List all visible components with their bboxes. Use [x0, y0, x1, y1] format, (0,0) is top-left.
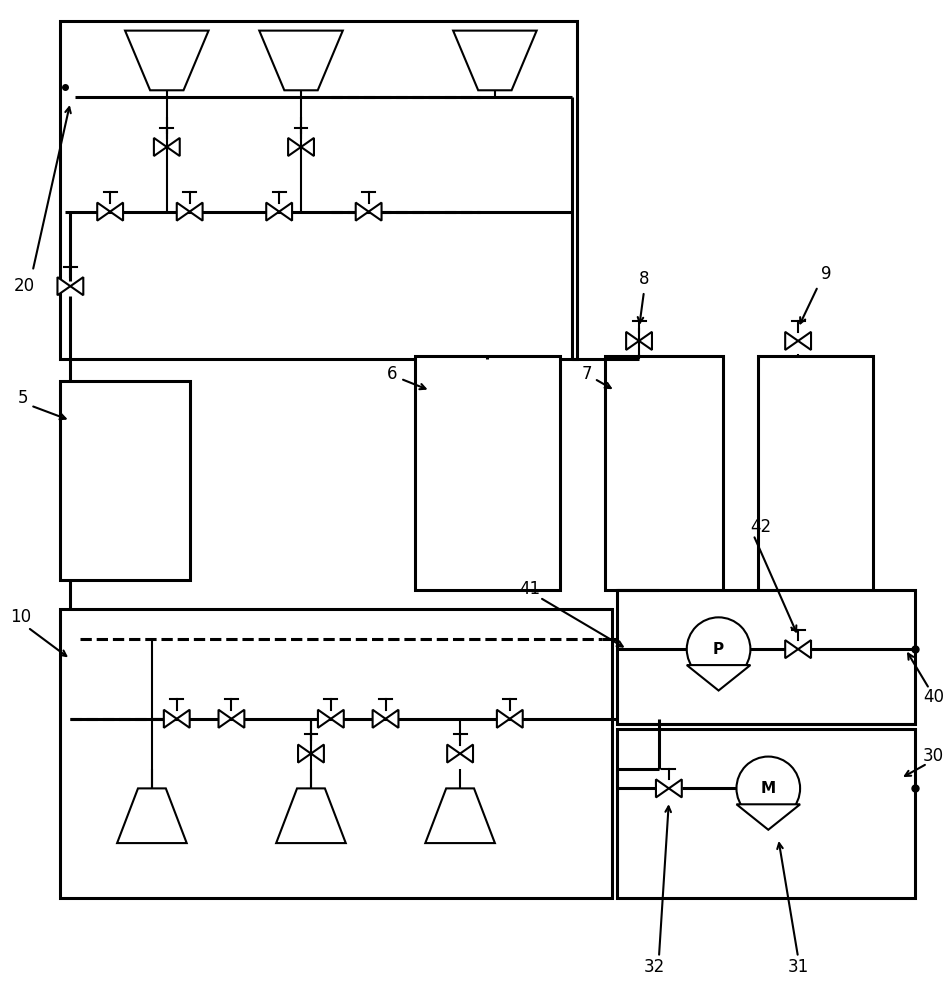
Polygon shape	[425, 788, 494, 843]
Polygon shape	[218, 710, 231, 728]
Polygon shape	[189, 203, 203, 221]
Text: 6: 6	[387, 365, 397, 383]
Text: 10: 10	[10, 608, 31, 626]
Text: P: P	[712, 642, 724, 657]
Bar	[60, 609, 611, 898]
Polygon shape	[164, 710, 176, 728]
Polygon shape	[176, 203, 189, 221]
Circle shape	[686, 617, 749, 681]
Polygon shape	[153, 138, 167, 156]
Polygon shape	[70, 277, 83, 295]
Polygon shape	[784, 332, 797, 350]
Polygon shape	[176, 710, 189, 728]
Text: M: M	[760, 781, 775, 796]
Polygon shape	[301, 138, 313, 156]
Polygon shape	[386, 710, 398, 728]
Polygon shape	[797, 332, 810, 350]
Text: 40: 40	[922, 688, 942, 706]
Polygon shape	[318, 710, 330, 728]
Polygon shape	[110, 203, 123, 221]
Polygon shape	[784, 640, 797, 658]
Text: 5: 5	[17, 389, 28, 407]
Polygon shape	[266, 203, 279, 221]
Polygon shape	[668, 779, 681, 797]
Bar	[605, 356, 722, 589]
Bar	[758, 356, 872, 589]
Polygon shape	[625, 332, 639, 350]
Text: 30: 30	[922, 747, 942, 765]
Polygon shape	[125, 31, 208, 90]
Text: 7: 7	[582, 365, 592, 383]
Bar	[60, 381, 189, 580]
Polygon shape	[496, 710, 509, 728]
Polygon shape	[509, 710, 523, 728]
Polygon shape	[686, 665, 749, 691]
Polygon shape	[355, 203, 368, 221]
Polygon shape	[117, 788, 187, 843]
Polygon shape	[288, 138, 301, 156]
Polygon shape	[298, 745, 310, 763]
Bar	[60, 21, 577, 359]
Polygon shape	[57, 277, 70, 295]
Polygon shape	[446, 745, 460, 763]
Text: 42: 42	[749, 518, 770, 536]
Polygon shape	[797, 640, 810, 658]
Polygon shape	[460, 745, 472, 763]
Polygon shape	[310, 745, 324, 763]
Polygon shape	[372, 710, 386, 728]
Circle shape	[736, 757, 800, 820]
Polygon shape	[279, 203, 291, 221]
Text: 9: 9	[820, 265, 830, 283]
Polygon shape	[639, 332, 651, 350]
Text: 31: 31	[786, 958, 808, 976]
Bar	[617, 729, 915, 898]
Text: 41: 41	[519, 580, 540, 598]
Text: 32: 32	[643, 958, 664, 976]
Polygon shape	[259, 31, 343, 90]
Polygon shape	[231, 710, 244, 728]
Polygon shape	[368, 203, 381, 221]
Polygon shape	[330, 710, 344, 728]
Polygon shape	[452, 31, 536, 90]
Polygon shape	[276, 788, 346, 843]
Bar	[415, 356, 559, 589]
Polygon shape	[167, 138, 180, 156]
Polygon shape	[655, 779, 668, 797]
Text: 20: 20	[14, 277, 35, 295]
Polygon shape	[97, 203, 110, 221]
Text: 8: 8	[638, 270, 648, 288]
Bar	[617, 589, 915, 724]
Polygon shape	[736, 804, 800, 830]
